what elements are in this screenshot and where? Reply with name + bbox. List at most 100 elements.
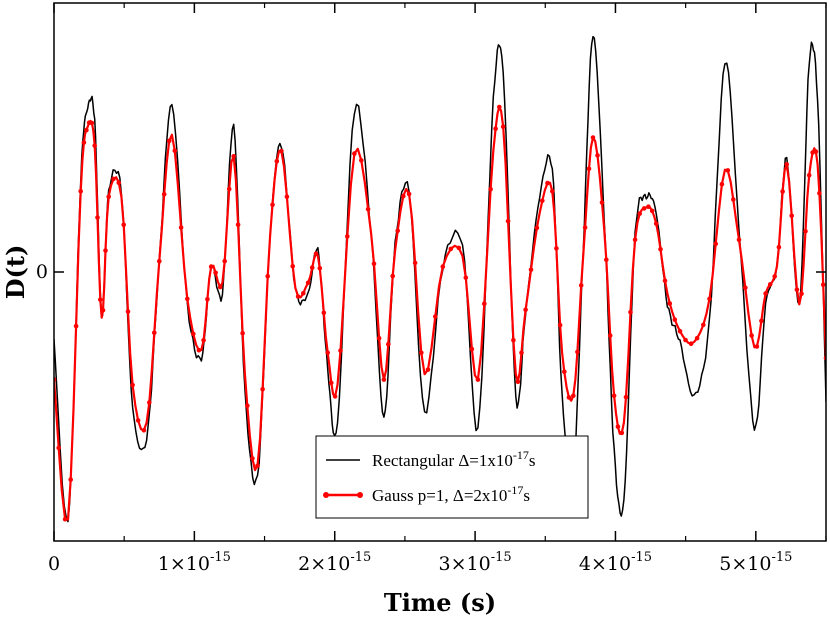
x-tick-label: 0 (48, 553, 60, 575)
data-point-gauss (406, 191, 412, 197)
data-point-gauss (240, 330, 245, 336)
x-axis-title: Time (s) (384, 588, 496, 617)
data-point-gauss (743, 285, 748, 291)
data-point-gauss (677, 328, 683, 334)
data-point-gauss (245, 403, 250, 409)
data-point-gauss (381, 377, 387, 382)
data-point-gauss (284, 194, 290, 200)
data-point-gauss (89, 120, 95, 126)
data-point-gauss (365, 206, 371, 212)
legend-marker-gauss-right (357, 492, 363, 498)
data-point-gauss (653, 221, 659, 226)
data-point-gauss (317, 266, 323, 271)
data-point-gauss (789, 213, 794, 219)
data-point-gauss (528, 267, 534, 272)
data-point-gauss (371, 261, 377, 267)
data-point-gauss (125, 309, 131, 314)
legend-label-gauss: Gauss p=1, Δ=2x10-17s (372, 483, 530, 505)
data-point-gauss (425, 367, 431, 372)
data-point-gauss (557, 322, 563, 328)
data-point-gauss (713, 241, 718, 247)
data-point-gauss (806, 172, 812, 178)
data-point-gauss (701, 322, 706, 328)
data-point-gauss (554, 246, 559, 251)
data-point-gauss (166, 138, 172, 144)
data-point-gauss (325, 350, 331, 356)
data-point-gauss (515, 379, 521, 385)
data-point-gauss (619, 430, 625, 436)
data-point-gauss (550, 189, 555, 194)
data-point-gauss (265, 274, 271, 279)
data-point-gauss (191, 331, 196, 337)
data-point-gauss (683, 337, 688, 343)
data-point-gauss (98, 297, 103, 302)
data-point-gauss (607, 333, 613, 338)
data-point-gauss (628, 309, 633, 315)
data-point-gauss (196, 347, 202, 353)
data-point-gauss (321, 310, 327, 316)
legend-label-rectangular: Rectangular Δ=1x10-17s (372, 448, 536, 470)
x-tick-label: 5×10-15 (719, 550, 792, 575)
data-point-gauss (255, 463, 260, 469)
data-point-gauss (92, 143, 97, 148)
data-point-gauss (56, 445, 61, 451)
data-point-gauss (73, 323, 79, 329)
data-point-gauss (725, 168, 731, 173)
data-point-gauss (395, 228, 401, 233)
data-point-gauss (754, 344, 760, 349)
data-point-gauss (295, 294, 301, 299)
data-point-gauss (719, 181, 725, 187)
data-point-gauss (571, 393, 576, 399)
data-point-gauss (463, 275, 469, 280)
data-point-gauss (235, 222, 241, 228)
data-point-gauss (222, 258, 227, 264)
data-point-gauss (586, 166, 592, 171)
data-point-gauss (694, 335, 700, 341)
data-point-gauss (147, 400, 152, 405)
data-point-gauss (106, 194, 111, 199)
data-point-gauss (178, 225, 184, 230)
data-point-gauss (595, 153, 600, 158)
data-point-gauss (488, 186, 493, 192)
data-point-gauss (759, 318, 764, 324)
data-point-gauss (482, 301, 487, 307)
data-point-gauss (329, 380, 334, 386)
data-point-gauss (519, 350, 524, 356)
data-point-gauss (611, 393, 617, 399)
data-point-gauss (575, 349, 580, 355)
data-point-gauss (658, 246, 663, 252)
series-layer (54, 35, 826, 523)
series-markers-gauss (54, 104, 826, 522)
data-point-gauss (345, 234, 350, 239)
data-point-gauss (803, 228, 808, 234)
data-point-gauss (111, 176, 116, 182)
data-point-gauss (590, 135, 596, 140)
data-point-gauss (250, 456, 255, 461)
data-point-gauss (731, 197, 736, 202)
data-point-gauss (433, 314, 438, 319)
x-tick-label: 1×10-15 (158, 550, 231, 575)
data-point-gauss (338, 348, 343, 353)
data-point-gauss (270, 202, 275, 207)
data-point-gauss (615, 424, 621, 429)
data-point-gauss (161, 191, 167, 197)
data-point-gauss (152, 330, 157, 336)
data-point-gauss (419, 350, 424, 356)
data-point-gauss (135, 418, 141, 423)
data-point-gauss (116, 180, 122, 185)
data-point-gauss (279, 148, 284, 154)
data-point-gauss (185, 296, 190, 302)
data-point-gauss (205, 297, 210, 302)
data-point-gauss (578, 283, 584, 288)
data-point-gauss (157, 258, 162, 264)
data-point-gauss (352, 151, 357, 156)
data-point-gauss (641, 206, 647, 211)
data-point-gauss (95, 215, 100, 220)
data-point-gauss (817, 190, 822, 196)
x-tick-label: 3×10-15 (439, 550, 512, 575)
data-point-gauss (604, 257, 609, 263)
data-point-gauss (301, 291, 306, 296)
x-tick-label: 2×10-15 (298, 550, 371, 575)
data-point-gauss (260, 387, 265, 392)
